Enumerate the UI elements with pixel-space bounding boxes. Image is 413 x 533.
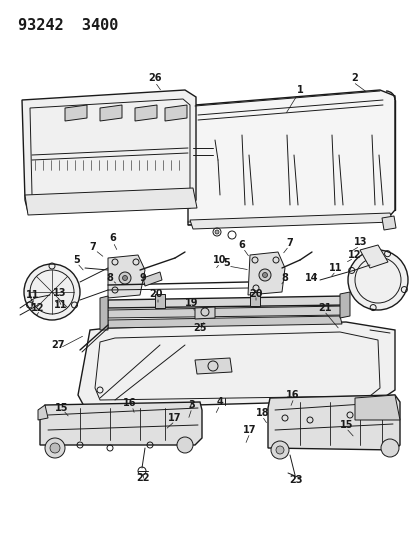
Polygon shape (135, 105, 157, 121)
Text: 11: 11 (26, 290, 40, 300)
Polygon shape (195, 307, 214, 319)
Circle shape (259, 269, 271, 281)
Text: 18: 18 (256, 408, 269, 418)
Polygon shape (249, 292, 259, 306)
Polygon shape (165, 105, 187, 121)
Polygon shape (188, 90, 394, 225)
Circle shape (271, 441, 288, 459)
Polygon shape (25, 188, 197, 215)
Circle shape (45, 438, 65, 458)
Text: 9: 9 (139, 273, 146, 283)
Text: 5: 5 (74, 255, 80, 265)
Text: 6: 6 (109, 233, 116, 243)
Text: 15: 15 (339, 420, 353, 430)
Polygon shape (354, 395, 399, 420)
Circle shape (119, 272, 131, 284)
Circle shape (214, 230, 218, 234)
Text: 17: 17 (243, 425, 256, 435)
Text: 11: 11 (328, 263, 342, 273)
Text: 14: 14 (304, 273, 318, 283)
Text: 4: 4 (216, 397, 223, 407)
Polygon shape (195, 358, 231, 374)
Polygon shape (22, 90, 195, 212)
Text: 20: 20 (249, 289, 262, 299)
Text: 22: 22 (136, 473, 150, 483)
Circle shape (275, 446, 283, 454)
Text: 5: 5 (223, 258, 230, 268)
Polygon shape (100, 105, 122, 121)
Text: 2: 2 (351, 73, 358, 83)
Polygon shape (108, 296, 347, 308)
Polygon shape (108, 316, 341, 328)
Text: 7: 7 (89, 242, 96, 252)
Polygon shape (267, 395, 399, 450)
Text: 21: 21 (318, 303, 331, 313)
Polygon shape (108, 255, 145, 298)
Polygon shape (78, 322, 394, 408)
Text: 8: 8 (106, 273, 113, 283)
Text: 13: 13 (53, 288, 66, 298)
Polygon shape (381, 216, 395, 230)
Polygon shape (65, 105, 87, 121)
Text: 11: 11 (54, 300, 68, 310)
Text: 23: 23 (289, 475, 302, 485)
Polygon shape (339, 292, 349, 318)
Text: 16: 16 (123, 398, 136, 408)
Text: 25: 25 (193, 323, 206, 333)
Text: 8: 8 (281, 273, 288, 283)
Text: 12: 12 (347, 250, 361, 260)
Polygon shape (38, 405, 48, 420)
Polygon shape (100, 296, 108, 330)
Circle shape (50, 443, 60, 453)
Text: 27: 27 (51, 340, 64, 350)
Polygon shape (359, 245, 387, 268)
Circle shape (262, 272, 267, 278)
Text: 6: 6 (238, 240, 245, 250)
Text: 1: 1 (296, 85, 303, 95)
Text: 20: 20 (149, 289, 162, 299)
Text: 17: 17 (168, 413, 181, 423)
Polygon shape (142, 272, 161, 286)
Circle shape (380, 439, 398, 457)
Text: 10: 10 (213, 255, 226, 265)
Circle shape (177, 437, 192, 453)
Polygon shape (247, 252, 284, 295)
Polygon shape (40, 402, 202, 445)
Circle shape (347, 250, 407, 310)
Text: 15: 15 (55, 403, 69, 413)
Text: 13: 13 (354, 237, 367, 247)
Polygon shape (190, 213, 392, 229)
Circle shape (122, 276, 127, 280)
Text: 3: 3 (188, 400, 195, 410)
Polygon shape (154, 294, 165, 308)
Text: 93242  3400: 93242 3400 (18, 18, 118, 33)
Text: 12: 12 (31, 303, 45, 313)
Text: 26: 26 (148, 73, 161, 83)
Circle shape (24, 264, 80, 320)
Polygon shape (108, 306, 346, 318)
Text: 19: 19 (185, 298, 198, 308)
Text: 16: 16 (285, 390, 299, 400)
Text: 7: 7 (286, 238, 293, 248)
